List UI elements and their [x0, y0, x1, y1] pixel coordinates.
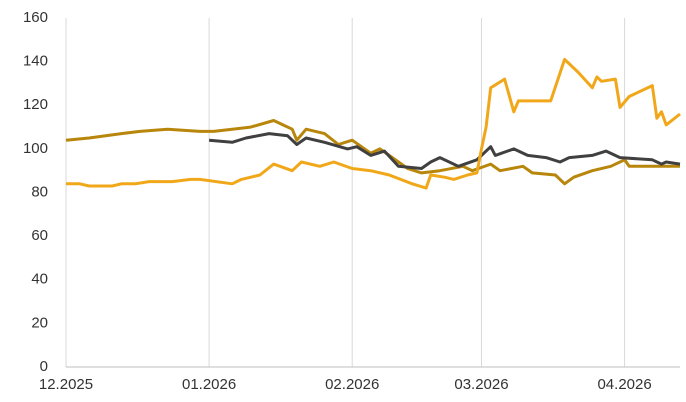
- y-tick-label: 160: [23, 9, 48, 26]
- y-tick-label: 100: [23, 140, 48, 157]
- y-tick-label: 0: [40, 358, 48, 375]
- y-tick-label: 140: [23, 53, 48, 70]
- x-tick-label: 12.2025: [39, 376, 93, 393]
- x-tick-label: 04.2026: [597, 376, 651, 393]
- x-tick-label: 02.2026: [325, 376, 379, 393]
- y-tick-label: 120: [23, 96, 48, 113]
- series-line: [208, 132, 681, 170]
- y-tick-label: 20: [31, 314, 48, 331]
- y-tick-label: 40: [31, 271, 48, 288]
- x-tick-label: 01.2026: [182, 376, 236, 393]
- x-tick-label: 03.2026: [454, 376, 508, 393]
- y-tick-label: 80: [31, 183, 48, 200]
- y-tick-label: 60: [31, 227, 48, 244]
- series-line: [65, 119, 680, 186]
- series-line: [66, 57, 681, 190]
